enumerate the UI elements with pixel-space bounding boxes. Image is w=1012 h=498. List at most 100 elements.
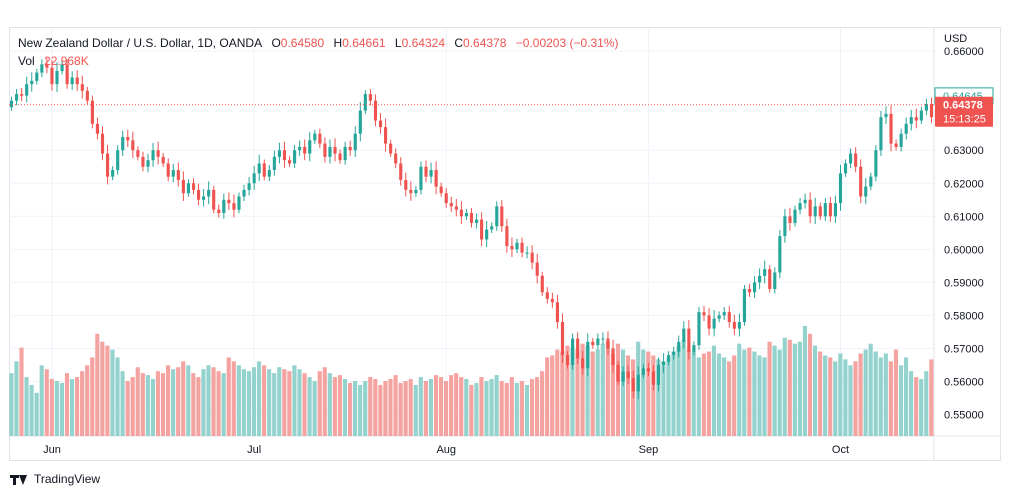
volume-bar — [34, 392, 39, 436]
tradingview-watermark[interactable]: TradingView — [10, 472, 100, 486]
volume-bar — [181, 361, 186, 436]
candle-body — [480, 219, 484, 240]
volume-bar — [625, 355, 631, 436]
candle-body — [616, 364, 620, 382]
volume-bar — [560, 351, 565, 436]
volume-bar — [165, 365, 171, 436]
price-tick-label: 0.63000 — [944, 145, 984, 157]
volume-bar — [327, 373, 332, 436]
candle-body — [874, 150, 878, 177]
candle-body — [90, 100, 94, 124]
volume-bar — [883, 353, 888, 436]
volume-bar — [160, 373, 166, 436]
volume-bar — [287, 371, 292, 436]
candle-body — [722, 312, 726, 316]
candle-body — [672, 351, 676, 356]
candle-body — [530, 252, 534, 263]
volume-bar — [479, 377, 484, 436]
volume-bar — [191, 373, 196, 436]
volume-bar — [393, 375, 398, 436]
volume-bar — [186, 365, 191, 436]
candle-body — [222, 199, 226, 214]
candle-body — [151, 150, 155, 161]
volume-bar — [914, 377, 919, 436]
volume-bar — [600, 343, 605, 436]
volume-bar — [716, 353, 722, 436]
volume-bar — [878, 357, 883, 436]
volume-bar — [873, 351, 878, 436]
volume-bar — [929, 359, 934, 436]
candle-body — [485, 229, 489, 240]
volume-bar — [691, 351, 696, 436]
candle-body — [596, 338, 600, 346]
volume-bar — [620, 349, 626, 436]
candle-body — [783, 216, 787, 237]
volume-bar — [14, 361, 19, 436]
candle-body — [505, 226, 509, 247]
volume-bar — [858, 353, 863, 436]
candle-body — [60, 64, 64, 71]
candle-body — [156, 150, 160, 157]
volume-bar — [408, 379, 413, 436]
volume-bar — [828, 357, 833, 436]
volume-bar — [312, 381, 317, 436]
candle-body — [262, 163, 266, 177]
candle-body — [636, 374, 640, 392]
volume-bar — [449, 375, 454, 436]
volume-bar — [459, 377, 464, 436]
candle-body — [808, 199, 812, 217]
open-value: 0.64580 — [280, 36, 325, 50]
volume-bar — [44, 369, 49, 436]
volume-bar — [767, 341, 772, 436]
candle-body — [702, 312, 706, 316]
volume-bar — [737, 343, 742, 436]
volume-bar — [342, 379, 348, 436]
candle-body — [924, 103, 928, 111]
time-tick-label: Jul — [247, 444, 261, 456]
volume-bar — [792, 343, 797, 436]
candle-body — [80, 84, 84, 91]
candle-body — [95, 123, 100, 134]
volume-bar — [752, 351, 757, 436]
volume-bar — [777, 349, 782, 436]
candle-body — [788, 216, 792, 223]
volume-value: 22.968K — [44, 54, 89, 68]
price-tick-label: 0.56000 — [944, 376, 984, 388]
candle-body — [884, 113, 888, 118]
time-tick-label: Jun — [43, 444, 61, 456]
volume-bar — [711, 345, 717, 436]
volume-bar — [80, 371, 85, 436]
volume-bar — [90, 357, 95, 436]
volume-bar — [221, 373, 226, 436]
candle-body — [651, 371, 656, 385]
volume-bar — [64, 373, 70, 436]
candle-body — [429, 170, 433, 177]
volume-bar — [903, 357, 909, 436]
volume-bar — [555, 349, 560, 436]
close-label: C — [454, 36, 464, 50]
volume-bar — [130, 377, 135, 436]
volume-bar — [888, 361, 893, 436]
volume-bar — [29, 384, 34, 436]
price-tick-label: 0.58000 — [944, 310, 984, 322]
candle-body — [272, 156, 276, 171]
candle-body — [793, 209, 797, 223]
candle-body — [763, 269, 767, 276]
volume-bar — [615, 343, 621, 436]
candle-body — [758, 275, 762, 283]
candle-body — [105, 153, 110, 177]
volume-bar — [95, 333, 100, 436]
candle-body — [65, 64, 69, 85]
volume-bar — [226, 357, 231, 436]
candle-body — [510, 246, 514, 250]
change-value: −0.00203 (−0.31%) — [515, 36, 619, 50]
candle-body — [838, 173, 843, 204]
candle-body — [116, 150, 120, 171]
candle-body — [515, 242, 519, 250]
candle-body — [828, 203, 832, 217]
candle-body — [490, 226, 494, 230]
candle-body — [864, 186, 868, 197]
volume-bar — [848, 365, 853, 436]
volume-bar — [727, 361, 732, 436]
